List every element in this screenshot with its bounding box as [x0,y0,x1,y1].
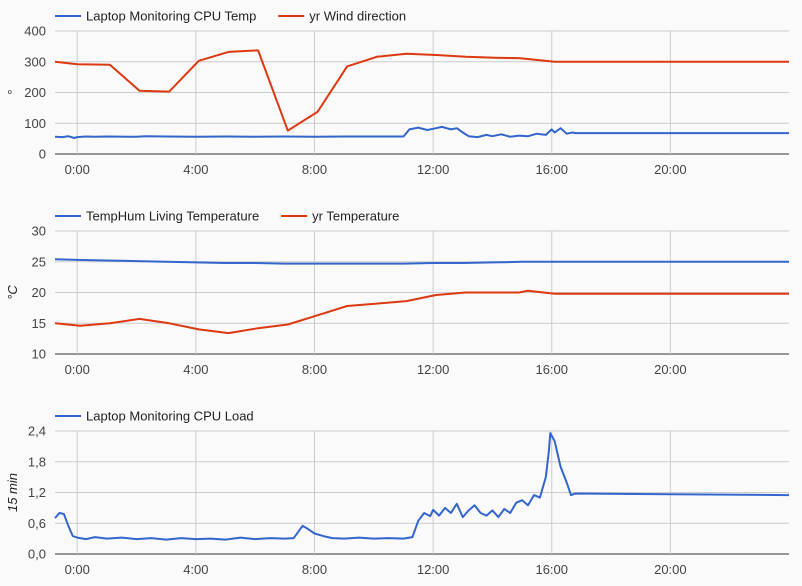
chart-panel-1: 0 100 200 300 400 0:00 4:00 8:00 12:00 16:00 20:00… [5,9,789,177]
x-tick-label: 8:00 [302,362,327,377]
series-line-1 [54,258,789,265]
y-tick-label: 0,6 [28,516,46,531]
legend-label: Laptop Monitoring CPU Temp [86,9,256,24]
x-tick-label: 12:00 [417,362,450,377]
x-tick-label: 4:00 [183,162,208,177]
legend-label: TempHum Living Temperature [86,209,259,224]
x-tick-label: 16:00 [535,362,568,377]
x-tick-label: 8:00 [302,162,327,177]
x-tick-label: 0:00 [65,562,90,577]
chart-panel-2: 10 15 20 25 30 0:00 4:00 8:00 12:00 16:00 20:00 °C T… [5,209,789,377]
y-tick-label: 100 [24,116,46,131]
x-tick-label: 0:00 [65,362,90,377]
x-tick-label: 12:00 [417,162,450,177]
y-tick-label: 20 [32,285,46,300]
y-tick-label: 400 [24,24,46,39]
series-line-2 [54,49,789,132]
x-tick-label: 20:00 [654,562,687,577]
y-tick-label: 30 [32,224,46,239]
x-tick-label: 0:00 [65,162,90,177]
x-tick-label: 12:00 [417,562,450,577]
x-tick-label: 4:00 [183,562,208,577]
x-tick-label: 8:00 [302,562,327,577]
y-axis-title: °C [5,285,20,300]
y-tick-label: 15 [32,316,46,331]
series-line-1 [54,125,789,139]
legend-label: yr Wind direction [309,9,406,24]
legend-label: yr Temperature [312,209,399,224]
y-axis-title: ° [5,90,20,95]
y-axis-title: 15 min [5,473,20,512]
legend-label: Laptop Monitoring CPU Load [86,409,254,424]
chart-panel-3: 0,0 0,6 1,2 1,8 2,4 0:00 4:00 8:00 12:00 16:00 20:… [5,409,790,577]
y-tick-label: 1,8 [28,454,46,469]
y-tick-label: 2,4 [28,424,46,439]
series-line-1 [54,432,790,541]
y-tick-label: 0 [39,147,46,162]
y-tick-label: 25 [32,254,46,269]
y-tick-label: 10 [32,347,46,362]
y-tick-label: 300 [24,54,46,69]
y-tick-label: 200 [24,85,46,100]
series-line-2 [54,289,789,335]
x-tick-label: 16:00 [535,562,568,577]
x-tick-label: 4:00 [183,362,208,377]
x-tick-label: 20:00 [654,362,687,377]
x-tick-label: 16:00 [535,162,568,177]
y-tick-label: 0,0 [28,547,46,562]
y-tick-label: 1,2 [28,485,46,500]
x-tick-label: 20:00 [654,162,687,177]
